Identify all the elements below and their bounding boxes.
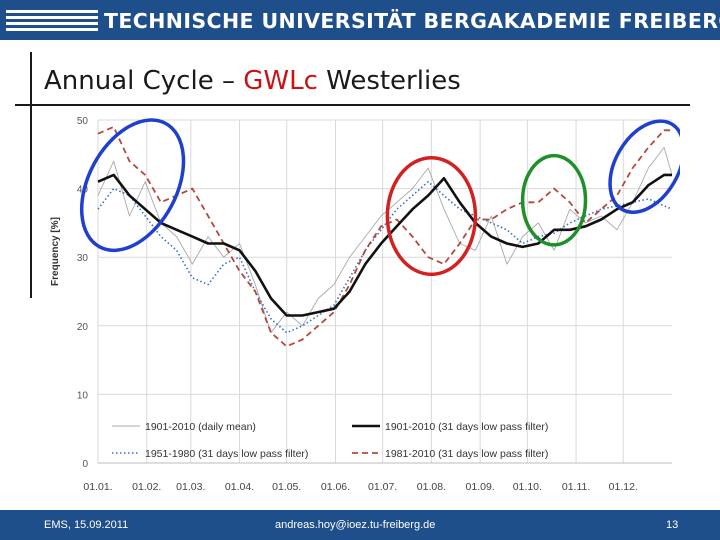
y-tick-label: 30 [77, 253, 89, 264]
legend-label: 1981-2010 (31 days low pass filter) [385, 448, 548, 460]
x-tick-label: 01.03. [176, 481, 205, 493]
x-tick-label: 01.06. [321, 481, 350, 493]
highlight-ellipse [520, 153, 588, 247]
university-logo-icon [6, 10, 98, 31]
title-part-2: Westerlies [317, 66, 461, 96]
y-tick-label: 10 [77, 390, 89, 401]
y-axis-label: Frequency [%] [50, 217, 61, 286]
highlight-ellipse [608, 119, 680, 214]
x-tick-label: 01.09. [466, 481, 495, 493]
highlight-ellipse [385, 155, 478, 277]
y-tick-label: 20 [77, 322, 89, 333]
x-tick-label: 01.01. [83, 481, 112, 493]
title-highlight: GWLc [243, 66, 318, 96]
footer-email: andreas.hoy@ioez.tu-freiberg.de [275, 519, 436, 531]
page-number: 13 [666, 519, 679, 531]
x-tick-label: 01.04. [225, 481, 254, 493]
x-tick-label: 01.02. [132, 481, 161, 493]
footer-event: EMS, 15.09.2011 [44, 519, 129, 531]
header-bar: TECHNISCHE UNIVERSITÄT BERGAKADEMIE FREI… [0, 0, 720, 40]
highlight-ellipse [79, 118, 186, 253]
footer-bar [0, 510, 720, 540]
x-tick-label: 01.07. [368, 481, 397, 493]
x-tick-label: 01.11. [562, 481, 590, 493]
legend-label: 1901-2010 (31 days low pass filter) [385, 421, 548, 433]
x-tick-label: 01.05. [272, 481, 301, 493]
legend-label: 1951-1980 (31 days low pass filter) [145, 448, 308, 460]
x-tick-label: 01.12. [609, 481, 638, 493]
x-tick-label: 01.10. [513, 481, 542, 493]
y-tick-label: 50 [77, 116, 89, 127]
slide-title: Annual Cycle – GWLc Westerlies [44, 66, 461, 96]
y-tick-label: 0 [82, 459, 88, 470]
title-part-1: Annual Cycle – [44, 66, 244, 96]
legend-label: 1901-2010 (daily mean) [145, 421, 256, 433]
x-tick-label: 01.08. [417, 481, 446, 493]
title-rule [15, 104, 690, 106]
vertical-rule [30, 52, 32, 298]
university-name: TECHNISCHE UNIVERSITÄT BERGAKADEMIE FREI… [104, 9, 720, 33]
